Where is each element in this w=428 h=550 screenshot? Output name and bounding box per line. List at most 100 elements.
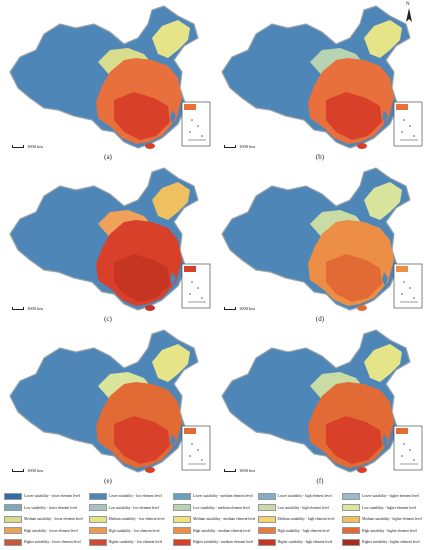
legend-label: Low suitability - higher element level: [362, 505, 417, 510]
inset-south-china-sea: [181, 101, 211, 147]
legend-swatch: [4, 538, 22, 546]
map-panel: 1000 km (c): [2, 164, 214, 323]
panel-label: (e): [104, 477, 112, 485]
china-map-svg: [9, 5, 211, 149]
legend-swatch: [4, 504, 22, 511]
scale-bar: 1000 km: [224, 306, 255, 311]
legend-swatch: [88, 492, 107, 500]
legend-label: Higher suitability - medium element leve…: [193, 540, 254, 544]
south-region: [326, 416, 382, 464]
inset-south-china-sea: [393, 101, 423, 147]
hainan-island: [145, 305, 155, 311]
legend-label: Low suitability - lower element level: [24, 505, 78, 510]
scale-label: 1000 km: [27, 144, 43, 149]
legend-item: Lower suitability - high element level: [257, 491, 342, 501]
legend-label: Lower suitability - higher element level: [362, 494, 419, 498]
legend-swatch: [342, 504, 360, 511]
hainan-island: [145, 467, 155, 473]
scale-bar-icon: [12, 469, 24, 472]
map-legend: Lower suitability - lower element level L…: [4, 491, 428, 549]
south-region: [114, 254, 170, 302]
legend-label: Lower suitability - medium element level: [193, 494, 253, 498]
legend-swatch: [342, 492, 360, 500]
china-map-svg: [9, 167, 211, 311]
map-panel: 1000 km (f): [214, 326, 426, 485]
scale-bar-icon: [224, 145, 236, 148]
legend-swatch: [88, 527, 107, 534]
map-panel: 1000 km (d): [214, 164, 426, 323]
south-region: [114, 416, 170, 464]
northeast-region: [152, 20, 190, 58]
panel-label: (a): [104, 153, 112, 161]
map-panel: 1000 km (b): [214, 2, 426, 161]
scale-bar: 1000 km: [224, 144, 255, 149]
hainan-island: [357, 143, 367, 149]
scale-bar: 1000 km: [12, 468, 43, 473]
china-map-svg: [221, 5, 423, 149]
china-map-svg: [221, 167, 423, 311]
legend-swatch: [173, 527, 191, 534]
legend-swatch: [173, 504, 191, 511]
china-map-svg: [221, 329, 423, 473]
legend-label: Medium suitability - lower element level: [24, 517, 83, 521]
inset-south-china-sea: [393, 425, 423, 471]
legend-item: High suitability - low element level: [88, 526, 173, 536]
north-label: N: [406, 2, 410, 7]
legend-swatch: [4, 492, 22, 500]
legend-swatch: [342, 538, 360, 546]
legend-label: Higher suitability - high element level: [277, 540, 333, 544]
hainan-island: [357, 305, 367, 311]
legend-item: Higher suitability - low element level: [88, 537, 173, 547]
legend-swatch: [257, 527, 276, 534]
panel-label: (d): [315, 315, 325, 323]
south-region: [326, 254, 382, 302]
legend-swatch: [173, 492, 191, 500]
panel-label: (c): [104, 315, 112, 323]
legend-label: Lower suitability - high element level: [277, 494, 332, 498]
legend-label: Higher suitability - low element level: [108, 540, 163, 544]
panel-label: (b): [315, 153, 325, 161]
legend-swatch: [257, 515, 276, 523]
scale-label: 1000 km: [239, 144, 255, 149]
legend-label: High suitability - lower element level: [24, 528, 78, 533]
legend-item: High suitability - high element level: [257, 526, 342, 536]
legend-label: Higher suitability - lower element level: [24, 540, 81, 544]
scale-bar-icon: [224, 307, 236, 310]
legend-label: Low suitability - high element level: [277, 505, 329, 510]
northeast-region: [364, 20, 402, 58]
legend-item: Low suitability - high element level: [257, 503, 342, 513]
northeast-region: [152, 182, 190, 220]
scale-bar-icon: [224, 469, 236, 472]
legend-item: High suitability - lower element level: [4, 526, 88, 536]
legend-label: Medium suitability - medium element leve…: [193, 517, 256, 521]
taiwan-island: [382, 110, 388, 124]
legend-item: Higher suitability - high element level: [257, 537, 342, 547]
legend-item: Higher suitability - higher element leve…: [342, 537, 426, 547]
legend-item: High suitability - higher element level: [342, 526, 426, 536]
legend-item: Low suitability - medium element level: [173, 503, 257, 513]
legend-item: High suitability - medium element level: [173, 526, 257, 536]
taiwan-island: [382, 434, 388, 448]
legend-item: Lower suitability - medium element level: [173, 491, 257, 501]
scale-bar-icon: [12, 145, 24, 148]
legend-item: Higher suitability - lower element level: [4, 537, 88, 547]
china-map-svg: [9, 329, 211, 473]
legend-label: Medium suitability - higher element leve…: [362, 517, 422, 521]
legend-label: High suitability - low element level: [108, 528, 160, 533]
northeast-region: [152, 344, 190, 382]
northeast-region: [364, 182, 402, 220]
scale-label: 1000 km: [27, 468, 43, 473]
legend-label: Medium suitability - high element level: [277, 517, 335, 521]
north-arrow-icon: N: [401, 2, 417, 24]
legend-swatch: [88, 515, 107, 523]
legend-item: Lower suitability - higher element level: [342, 491, 426, 501]
inset-south-china-sea: [181, 425, 211, 471]
scale-bar: 1000 km: [224, 468, 255, 473]
scale-label: 1000 km: [239, 468, 255, 473]
taiwan-island: [170, 434, 176, 448]
taiwan-island: [382, 272, 388, 286]
legend-item: Lower suitability - low element level: [88, 491, 173, 501]
legend-label: Lower suitability - low element level: [108, 494, 162, 498]
legend-label: Medium suitability - low element level: [108, 517, 165, 521]
legend-item: Medium suitability - low element level: [88, 514, 173, 524]
